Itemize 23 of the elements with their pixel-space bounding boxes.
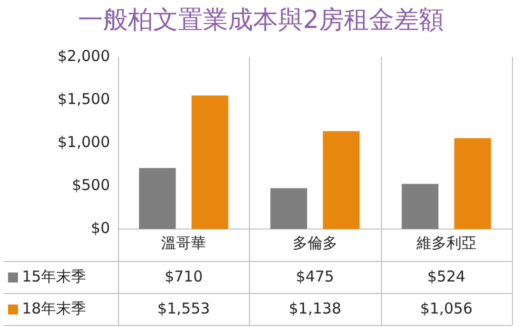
bar xyxy=(402,184,438,229)
bar xyxy=(139,168,176,229)
data-label: $710 xyxy=(164,267,203,286)
data-label: $1,138 xyxy=(288,299,342,318)
data-label: $524 xyxy=(427,267,466,286)
x-tick-label: 維多利亞 xyxy=(415,234,476,252)
bar xyxy=(192,95,228,229)
bar xyxy=(270,188,308,229)
y-tick-label: $2,000 xyxy=(58,46,110,65)
y-tick-label: $500 xyxy=(72,176,110,194)
y-tick-label: $1,500 xyxy=(58,90,110,108)
data-label: $1,056 xyxy=(420,299,473,318)
x-tick-label: 溫哥華 xyxy=(161,234,206,252)
data-label: $1,553 xyxy=(157,299,210,318)
bar xyxy=(322,131,360,229)
chart-title: 一般柏文置業成本與2房租金差額 xyxy=(77,4,445,36)
x-tick-label: 多倫多 xyxy=(292,234,338,252)
legend-label: 18年末季 xyxy=(22,299,86,318)
data-label: $475 xyxy=(296,267,334,286)
y-tick-label: $1,000 xyxy=(58,132,110,151)
bar xyxy=(454,138,491,229)
legend-label: 15年末季 xyxy=(22,267,86,286)
y-tick-label: $0 xyxy=(90,218,110,237)
